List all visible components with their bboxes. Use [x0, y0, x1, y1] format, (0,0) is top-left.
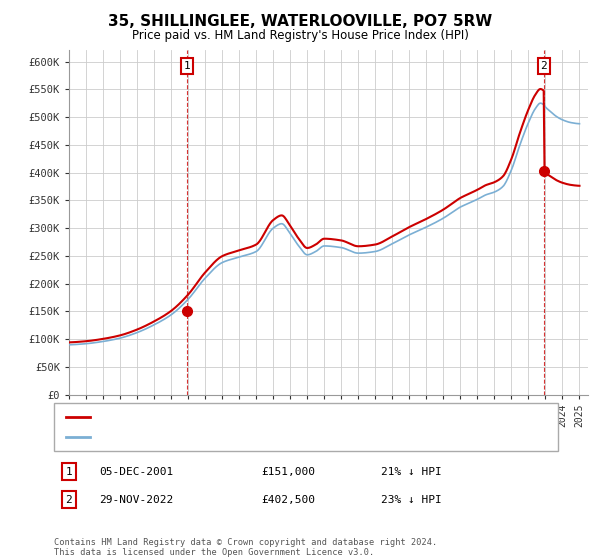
Text: £151,000: £151,000 — [261, 466, 315, 477]
Text: 29-NOV-2022: 29-NOV-2022 — [99, 494, 173, 505]
Text: 2: 2 — [541, 61, 547, 71]
Text: HPI: Average price, detached house, Havant: HPI: Average price, detached house, Hava… — [96, 432, 359, 442]
Text: 35, SHILLINGLEE, WATERLOOVILLE, PO7 5RW: 35, SHILLINGLEE, WATERLOOVILLE, PO7 5RW — [108, 14, 492, 29]
Text: £402,500: £402,500 — [261, 494, 315, 505]
Text: 35, SHILLINGLEE, WATERLOOVILLE, PO7 5RW (detached house): 35, SHILLINGLEE, WATERLOOVILLE, PO7 5RW … — [96, 412, 446, 422]
Text: 21% ↓ HPI: 21% ↓ HPI — [381, 466, 442, 477]
Text: 23% ↓ HPI: 23% ↓ HPI — [381, 494, 442, 505]
Text: 2: 2 — [65, 494, 73, 505]
Text: Contains HM Land Registry data © Crown copyright and database right 2024.
This d: Contains HM Land Registry data © Crown c… — [54, 538, 437, 557]
Text: Price paid vs. HM Land Registry's House Price Index (HPI): Price paid vs. HM Land Registry's House … — [131, 29, 469, 42]
Text: 05-DEC-2001: 05-DEC-2001 — [99, 466, 173, 477]
Text: 1: 1 — [65, 466, 73, 477]
Text: 1: 1 — [184, 61, 190, 71]
